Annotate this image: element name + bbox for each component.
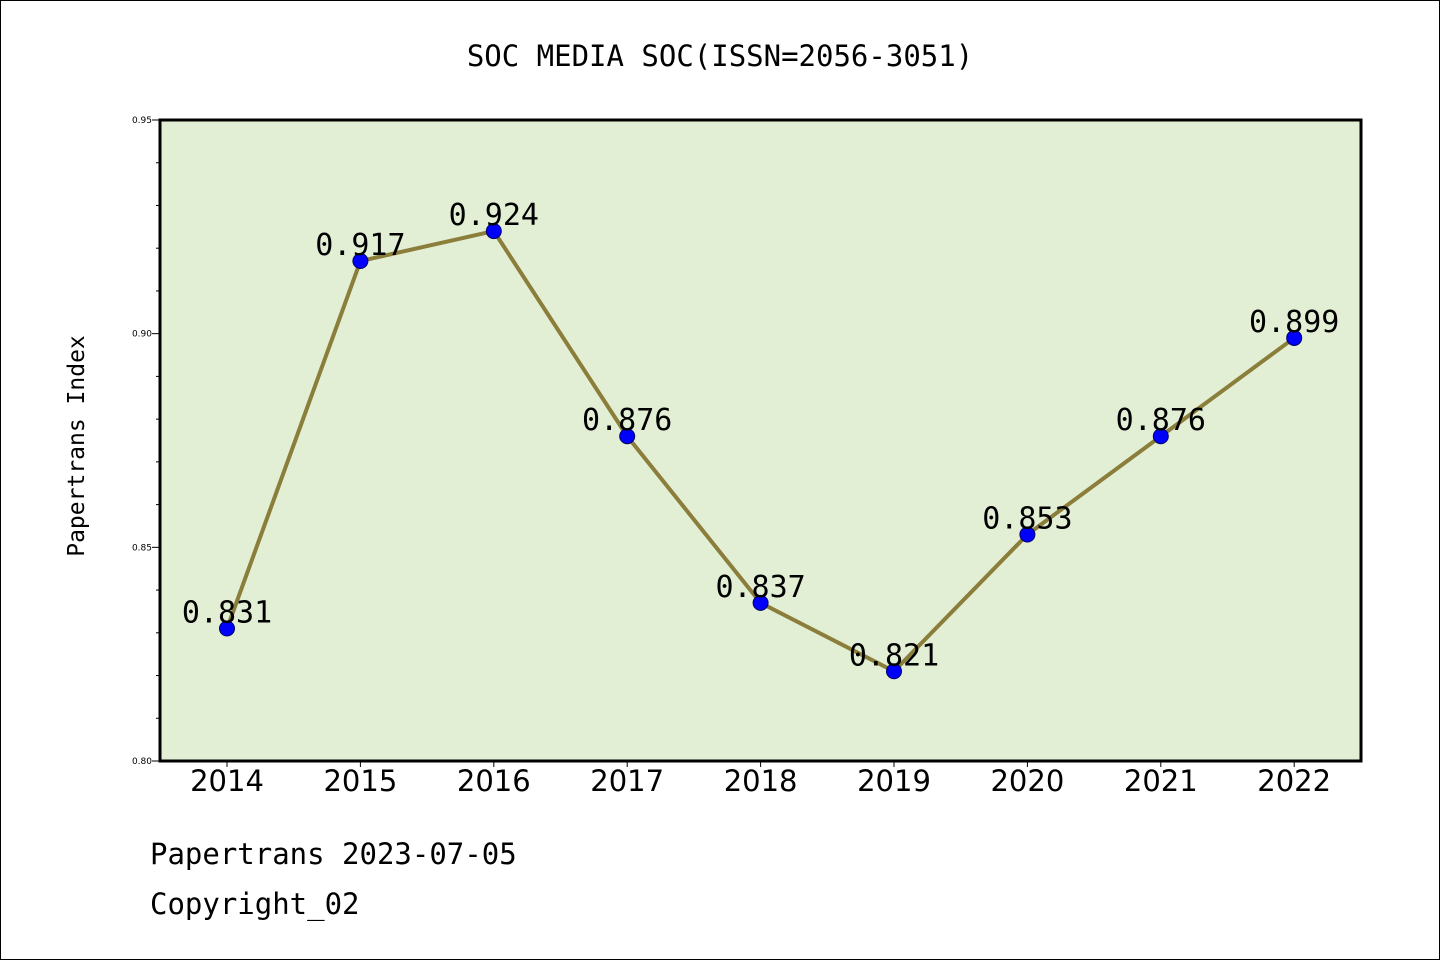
x-tick-label: 2016 <box>457 764 531 798</box>
data-point <box>886 663 902 680</box>
data-point <box>352 253 369 270</box>
y-tick-label: 0.95 <box>132 116 152 126</box>
y-axis: 0.80 0.85 0.90 0.95 <box>132 116 160 767</box>
x-tick-label: 2014 <box>190 764 264 798</box>
data-label: 0.831 <box>182 596 272 631</box>
data-point <box>1152 428 1169 445</box>
footer-copyright: Copyright_02 <box>150 887 360 922</box>
x-tick-label: 2022 <box>1257 764 1331 798</box>
data-points <box>219 223 1303 680</box>
x-tick-label: 2015 <box>323 764 397 798</box>
x-axis: 2014 2015 2016 2017 2018 2019 2020 2021 2022 <box>190 761 1331 798</box>
data-label: 0.876 <box>1116 403 1206 438</box>
data-point <box>752 594 769 611</box>
data-labels: 0.831 0.917 0.924 0.876 0.837 0.821 0.853 0.876… <box>182 198 1340 673</box>
y-tick-label: 0.80 <box>132 757 152 767</box>
data-label: 0.924 <box>449 198 539 233</box>
y-tick-label: 0.90 <box>132 330 152 340</box>
data-point <box>485 223 502 240</box>
data-point <box>1019 526 1036 543</box>
y-tick-label: 0.85 <box>132 543 152 553</box>
x-tick-label: 2017 <box>590 764 664 798</box>
x-tick-label: 2018 <box>724 764 798 798</box>
data-label: 0.917 <box>315 228 405 263</box>
x-tick-label: 2020 <box>990 764 1064 798</box>
data-point <box>219 620 235 637</box>
data-label: 0.837 <box>715 570 805 605</box>
data-label: 0.821 <box>849 638 939 673</box>
x-tick-label: 2019 <box>857 764 931 798</box>
data-label: 0.853 <box>982 502 1072 537</box>
y-axis-label: Papertrans Index <box>64 335 90 557</box>
footer-date: Papertrans 2023-07-05 <box>150 837 517 871</box>
chart-title: SOC MEDIA SOC(ISSN=2056-3051) <box>467 39 973 73</box>
data-point <box>1286 329 1303 346</box>
plot-area <box>158 118 1363 763</box>
data-label: 0.899 <box>1249 305 1339 340</box>
data-label: 0.876 <box>582 403 672 438</box>
data-point <box>619 428 636 445</box>
x-tick-label: 2021 <box>1124 764 1198 798</box>
